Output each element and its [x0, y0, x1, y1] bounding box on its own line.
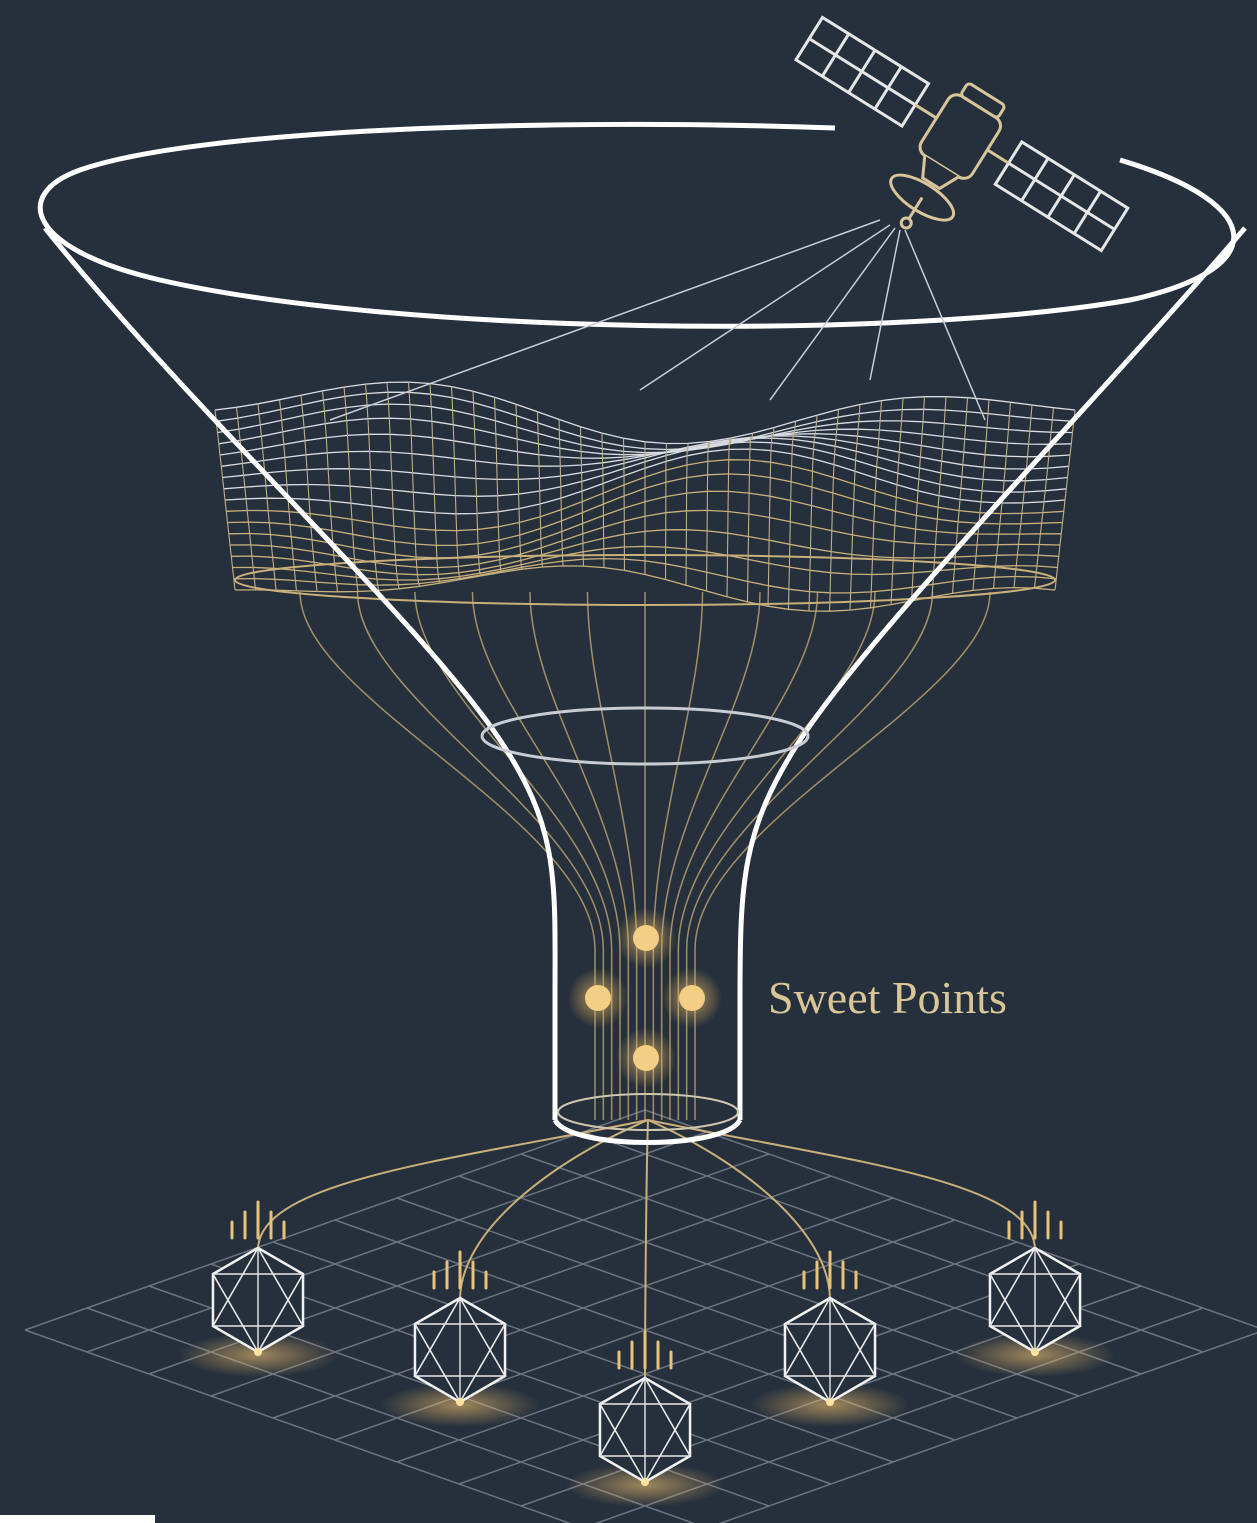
point: [679, 985, 705, 1011]
corner-strip: [0, 1515, 155, 1523]
node-spark: [456, 1398, 464, 1406]
point: [633, 1045, 659, 1071]
point: [633, 925, 659, 951]
sweet-points-label: Sweet Points: [768, 972, 1007, 1023]
page: Sweet Points (() => { const data = JSON.…: [0, 0, 1257, 1523]
node-spark: [826, 1398, 834, 1406]
node-spark: [254, 1348, 262, 1356]
node-spark: [1031, 1348, 1039, 1356]
point: [585, 985, 611, 1011]
illustration: Sweet Points: [0, 0, 1257, 1523]
node-spark: [641, 1478, 649, 1486]
